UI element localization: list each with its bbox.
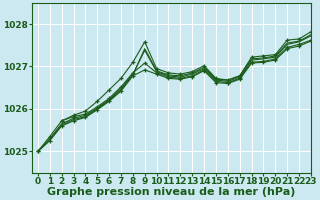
X-axis label: Graphe pression niveau de la mer (hPa): Graphe pression niveau de la mer (hPa) — [47, 187, 296, 197]
